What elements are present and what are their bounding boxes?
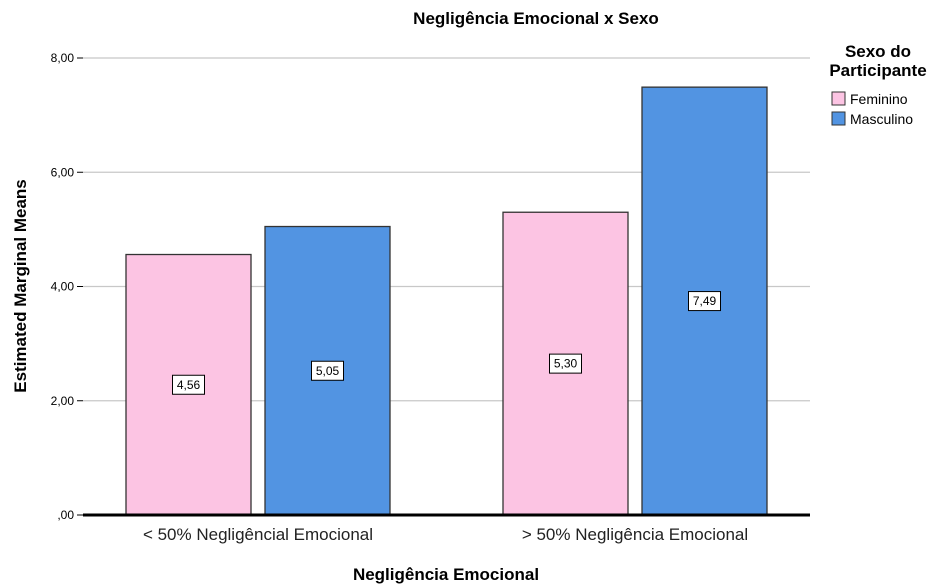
legend-swatch-1 <box>831 111 846 126</box>
category-label-0: < 50% Negligêncial Emocional <box>143 525 373 544</box>
legend-items: Feminino Masculino <box>831 91 913 127</box>
data-label-box-0-1 <box>311 360 344 381</box>
legend-swatch-0 <box>831 91 846 106</box>
data-label-0-0: 4,56 <box>177 378 201 392</box>
bar-0-0 <box>125 253 252 516</box>
y-tick-label-3: 6,00 <box>51 165 75 179</box>
legend-label-1: Masculino <box>850 111 913 127</box>
legend-label-0: Feminino <box>850 91 908 107</box>
x-axis-title: Negligência Emocional <box>353 565 539 584</box>
y-tick-label-2: 4,00 <box>51 280 75 294</box>
category-label-layer: < 50% Negligêncial Emocional > 50% Neglig… <box>143 525 748 544</box>
legend: Sexo do Participante Feminino Masculino <box>829 42 926 127</box>
legend-title-line-1: Sexo do <box>845 42 911 61</box>
chart-title: Negligência Emocional x Sexo <box>413 9 659 28</box>
data-label-box-1-1 <box>688 291 721 312</box>
bar-layer <box>125 86 768 516</box>
y-axis-title: Estimated Marginal Means <box>11 179 30 393</box>
legend-title-line-2: Participante <box>829 61 926 80</box>
y-tick-label-0: ,00 <box>57 508 74 522</box>
category-label-1: > 50% Negligência Emocional <box>522 525 748 544</box>
data-label-0-1: 5,05 <box>316 364 340 378</box>
data-label-layer: 4,56 5,05 5,30 7,49 <box>172 291 721 395</box>
data-label-box-0-0 <box>172 374 205 395</box>
data-label-1-1: 7,49 <box>693 294 717 308</box>
data-label-box-1-0 <box>549 353 582 374</box>
y-tick-label-1: 2,00 <box>51 394 75 408</box>
data-label-1-0: 5,30 <box>554 357 578 371</box>
y-tick-label-4: 8,00 <box>51 51 75 65</box>
y-tick-layer: ,00 2,00 4,00 6,00 8,00 <box>51 51 83 522</box>
